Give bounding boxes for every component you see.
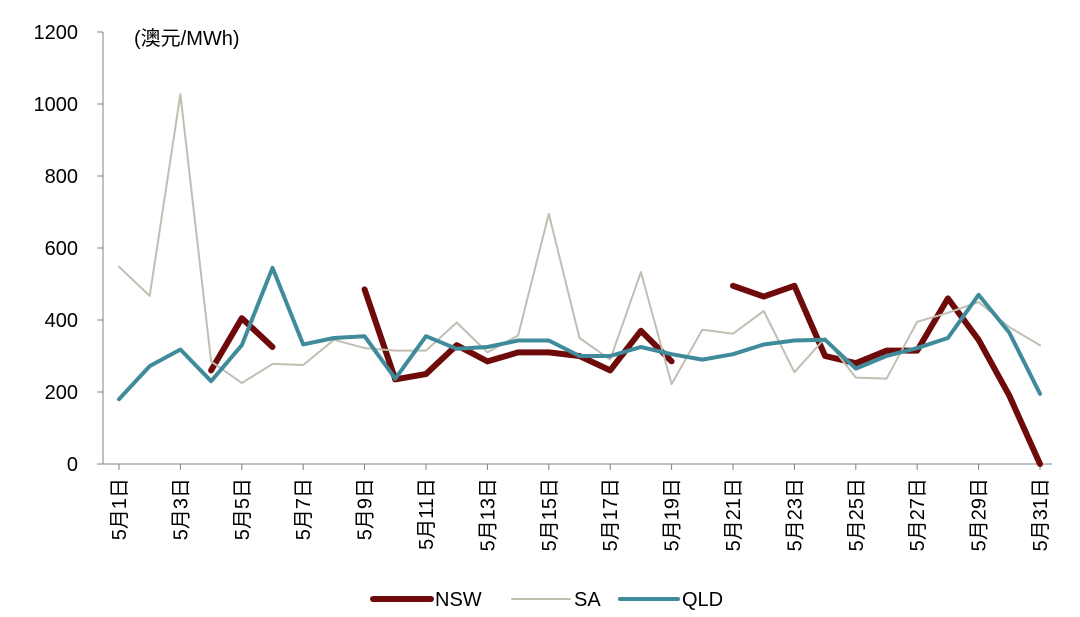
x-tick-label: 5月1日 [109, 478, 131, 540]
y-tick-label: 1000 [34, 94, 79, 116]
series-line-qld [117, 265, 1042, 402]
y-tick-label: 800 [45, 166, 78, 188]
x-tick-label: 5月9日 [355, 478, 377, 540]
legend: NSW SA QLD [370, 589, 723, 611]
x-tick-label: 5月23日 [784, 478, 806, 551]
y-ticks: 0 200 400 600 800 1000 1200 [34, 22, 103, 476]
y-tick-label: 600 [45, 238, 78, 260]
legend-label-sa: SA [574, 589, 601, 611]
x-tick-label: 5月13日 [477, 478, 499, 551]
x-tick-label: 5月25日 [846, 478, 868, 551]
axes [102, 32, 1052, 465]
x-tick-label: 5月17日 [600, 478, 622, 551]
x-tick-label: 5月11日 [416, 478, 438, 550]
x-tick-label: 5月3日 [170, 478, 192, 540]
x-ticks: 5月1日 5月3日 5月5日 5月7日 5月9日 5月11日 5月13日 5月15日 5月17日… [109, 464, 1052, 551]
series-layer [117, 93, 1043, 467]
series-line-nsw [208, 282, 1043, 467]
legend-label-nsw: NSW [435, 589, 482, 611]
x-tick-label: 5月5日 [232, 478, 254, 540]
x-tick-label: 5月19日 [662, 478, 684, 551]
series-line-sa [118, 93, 1041, 386]
unit-label: (澳元/MWh) [134, 27, 240, 50]
x-tick-label: 5月7日 [293, 478, 315, 540]
x-tick-label: 5月31日 [1030, 478, 1052, 551]
x-tick-label: 5月29日 [969, 478, 991, 551]
x-tick-label: 5月21日 [723, 478, 745, 551]
legend-label-qld: QLD [682, 589, 723, 611]
y-tick-label: 0 [67, 454, 78, 476]
x-tick-label: 5月27日 [907, 478, 929, 551]
y-tick-label: 200 [45, 382, 78, 404]
x-tick-label: 5月15日 [539, 478, 561, 551]
y-tick-label: 1200 [34, 22, 79, 44]
y-tick-label: 400 [45, 310, 78, 332]
